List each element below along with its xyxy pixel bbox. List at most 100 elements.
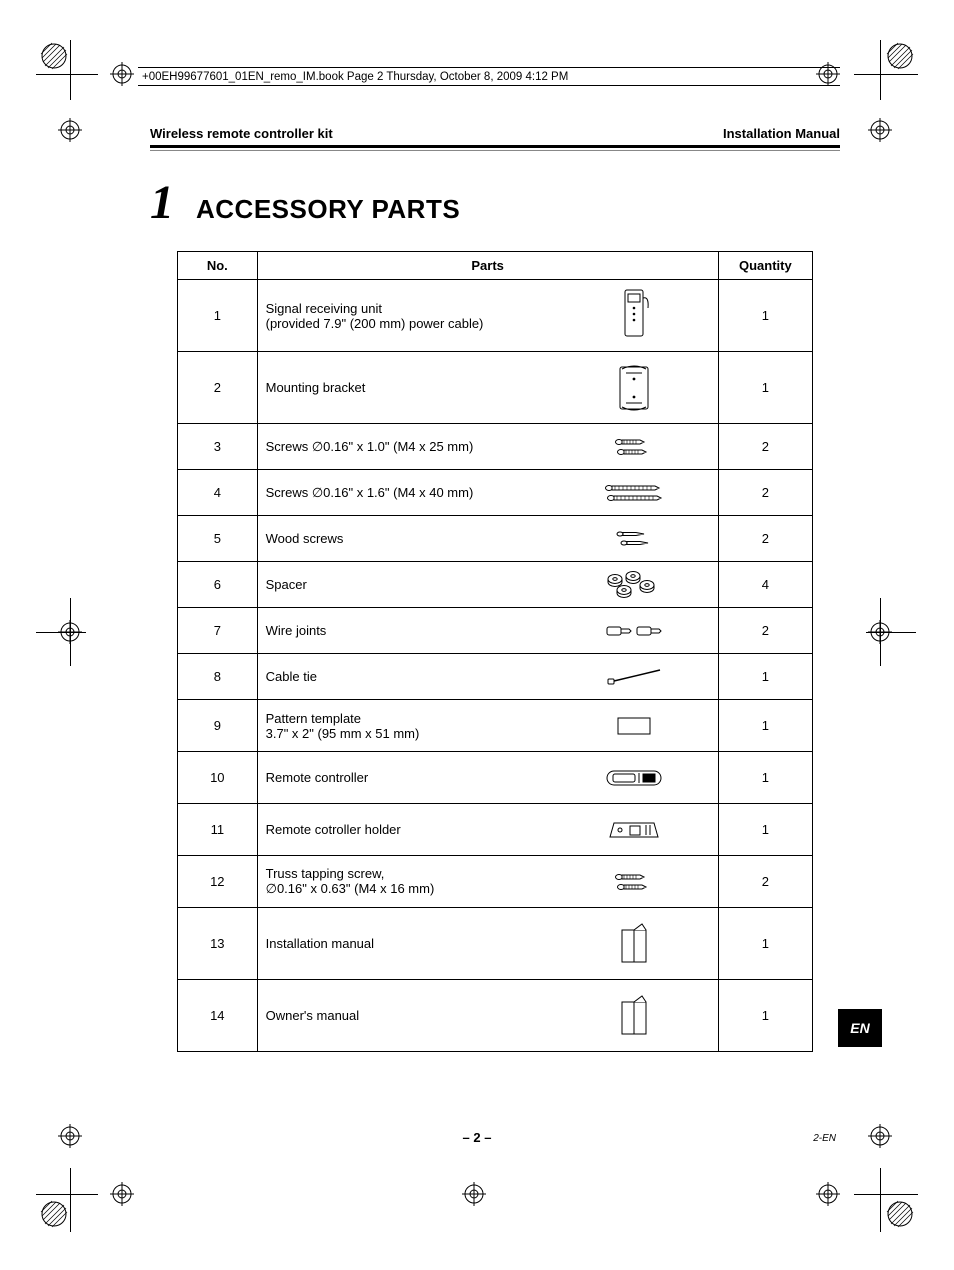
table-row: 10Remote controller 1	[178, 752, 813, 804]
row-illustration	[551, 908, 719, 980]
row-illustration	[551, 352, 719, 424]
table-row: 14Owner's manual 1	[178, 980, 813, 1052]
section-number: 1	[150, 179, 174, 227]
row-qty: 1	[718, 654, 812, 700]
crosshair-icon	[868, 118, 892, 142]
row-desc: Spacer	[257, 562, 550, 608]
row-desc: Pattern template3.7" x 2" (95 mm x 51 mm…	[257, 700, 550, 752]
row-no: 11	[178, 804, 258, 856]
row-desc: Wood screws	[257, 516, 550, 562]
language-tab: EN	[838, 1009, 882, 1047]
crop-line	[36, 1194, 98, 1195]
reg-corner-tr	[886, 42, 914, 70]
parts-table: No. Parts Quantity 1Signal receiving uni…	[177, 251, 813, 1052]
doc-header: Wireless remote controller kit Installat…	[150, 126, 840, 141]
row-no: 3	[178, 424, 258, 470]
reg-corner-tl	[40, 42, 68, 70]
col-qty-header: Quantity	[718, 252, 812, 280]
table-row: 12Truss tapping screw,∅0.16" x 0.63" (M4…	[178, 856, 813, 908]
row-qty: 1	[718, 752, 812, 804]
framemaker-header: +00EH99677601_01EN_remo_IM.book Page 2 T…	[138, 67, 840, 86]
row-no: 4	[178, 470, 258, 516]
table-row: 2Mounting bracket 1	[178, 352, 813, 424]
row-illustration	[551, 654, 719, 700]
crop-line	[854, 74, 918, 75]
page-number: – 2 –	[0, 1130, 954, 1145]
col-no-header: No.	[178, 252, 258, 280]
row-illustration	[551, 700, 719, 752]
row-qty: 4	[718, 562, 812, 608]
row-no: 14	[178, 980, 258, 1052]
row-desc: Signal receiving unit(provided 7.9" (200…	[257, 280, 550, 352]
crop-line	[36, 74, 98, 75]
crosshair-icon	[816, 1182, 840, 1206]
row-qty: 1	[718, 700, 812, 752]
table-row: 4Screws ∅0.16" x 1.6" (M4 x 40 mm) 2	[178, 470, 813, 516]
row-desc: Owner's manual	[257, 980, 550, 1052]
table-row: 9Pattern template3.7" x 2" (95 mm x 51 m…	[178, 700, 813, 752]
row-qty: 2	[718, 608, 812, 654]
crosshair-icon	[110, 1182, 134, 1206]
row-desc: Installation manual	[257, 908, 550, 980]
row-qty: 2	[718, 424, 812, 470]
row-no: 6	[178, 562, 258, 608]
row-illustration	[551, 516, 719, 562]
row-no: 12	[178, 856, 258, 908]
crop-line	[866, 632, 916, 633]
row-qty: 1	[718, 804, 812, 856]
crop-line	[854, 1194, 918, 1195]
row-desc: Wire joints	[257, 608, 550, 654]
row-no: 5	[178, 516, 258, 562]
crosshair-icon	[110, 62, 134, 86]
row-illustration	[551, 424, 719, 470]
framemaker-header-text: +00EH99677601_01EN_remo_IM.book Page 2 T…	[138, 68, 840, 85]
table-row: 5Wood screws 2	[178, 516, 813, 562]
doc-header-right: Installation Manual	[723, 126, 840, 141]
row-qty: 1	[718, 908, 812, 980]
row-desc: Remote controller	[257, 752, 550, 804]
table-row: 8Cable tie1	[178, 654, 813, 700]
row-no: 9	[178, 700, 258, 752]
crop-line	[70, 1168, 71, 1232]
row-desc: Mounting bracket	[257, 352, 550, 424]
row-desc: Screws ∅0.16" x 1.6" (M4 x 40 mm)	[257, 470, 550, 516]
row-illustration	[551, 752, 719, 804]
reg-corner-bl	[40, 1200, 68, 1228]
reg-corner-br	[886, 1200, 914, 1228]
table-row: 7Wire joints2	[178, 608, 813, 654]
row-illustration	[551, 980, 719, 1052]
row-qty: 1	[718, 352, 812, 424]
section-heading: 1 ACCESSORY PARTS	[150, 179, 840, 227]
row-illustration	[551, 804, 719, 856]
row-no: 13	[178, 908, 258, 980]
table-row: 6Spacer 4	[178, 562, 813, 608]
table-row: 1Signal receiving unit(provided 7.9" (20…	[178, 280, 813, 352]
row-qty: 2	[718, 470, 812, 516]
crop-line	[880, 1168, 881, 1232]
crop-line	[70, 40, 71, 100]
row-qty: 1	[718, 980, 812, 1052]
row-illustration	[551, 562, 719, 608]
crop-line	[880, 40, 881, 100]
row-no: 2	[178, 352, 258, 424]
row-no: 10	[178, 752, 258, 804]
row-illustration	[551, 280, 719, 352]
crop-line	[36, 632, 86, 633]
section-title-text: ACCESSORY PARTS	[196, 194, 460, 225]
row-qty: 2	[718, 856, 812, 908]
crosshair-icon	[58, 118, 82, 142]
table-row: 3Screws ∅0.16" x 1.0" (M4 x 25 mm) 2	[178, 424, 813, 470]
crosshair-icon	[462, 1182, 486, 1206]
row-desc: Screws ∅0.16" x 1.0" (M4 x 25 mm)	[257, 424, 550, 470]
row-qty: 2	[718, 516, 812, 562]
table-row: 13Installation manual 1	[178, 908, 813, 980]
row-desc: Remote cotroller holder	[257, 804, 550, 856]
row-qty: 1	[718, 280, 812, 352]
row-no: 8	[178, 654, 258, 700]
row-desc: Truss tapping screw,∅0.16" x 0.63" (M4 x…	[257, 856, 550, 908]
row-illustration	[551, 856, 719, 908]
row-no: 1	[178, 280, 258, 352]
row-illustration	[551, 608, 719, 654]
page-code: 2-EN	[813, 1133, 836, 1144]
row-illustration	[551, 470, 719, 516]
